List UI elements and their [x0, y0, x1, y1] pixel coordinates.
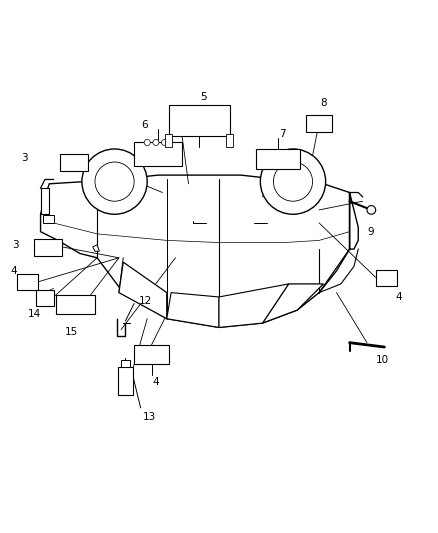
Bar	[376, 270, 397, 286]
Bar	[134, 345, 169, 365]
Bar	[43, 215, 53, 223]
Polygon shape	[219, 284, 289, 327]
Text: 3: 3	[12, 240, 19, 250]
Text: 5: 5	[201, 92, 207, 102]
Text: 10: 10	[376, 355, 389, 365]
Text: 13: 13	[143, 411, 156, 422]
Circle shape	[95, 162, 134, 201]
Text: 14: 14	[28, 309, 41, 319]
Bar	[134, 142, 182, 166]
Text: 12: 12	[138, 296, 152, 306]
Circle shape	[153, 140, 159, 146]
Text: 6: 6	[142, 120, 148, 130]
Polygon shape	[167, 293, 219, 327]
Circle shape	[82, 149, 147, 214]
Polygon shape	[93, 245, 99, 251]
Text: 8: 8	[320, 98, 327, 108]
Bar	[166, 134, 173, 147]
Bar	[56, 295, 95, 314]
Text: 15: 15	[64, 327, 78, 337]
Text: 4: 4	[152, 377, 159, 387]
Bar	[34, 239, 62, 256]
Polygon shape	[262, 284, 323, 323]
Bar	[117, 367, 133, 395]
Text: 4: 4	[10, 266, 17, 276]
Circle shape	[367, 206, 376, 214]
Bar	[306, 115, 332, 132]
Polygon shape	[41, 188, 49, 214]
Text: 7: 7	[279, 129, 286, 139]
Bar	[256, 149, 300, 168]
Circle shape	[273, 162, 313, 201]
Text: 3: 3	[21, 152, 28, 163]
Bar	[17, 274, 39, 290]
Bar	[226, 134, 233, 147]
Bar	[60, 154, 88, 171]
Bar	[169, 106, 230, 136]
Bar	[36, 290, 53, 305]
Circle shape	[162, 140, 168, 146]
Circle shape	[260, 149, 325, 214]
Text: 9: 9	[367, 227, 374, 237]
Circle shape	[144, 140, 150, 146]
Bar	[121, 360, 130, 367]
Text: 4: 4	[395, 292, 402, 302]
Polygon shape	[119, 262, 167, 319]
Polygon shape	[41, 175, 358, 327]
